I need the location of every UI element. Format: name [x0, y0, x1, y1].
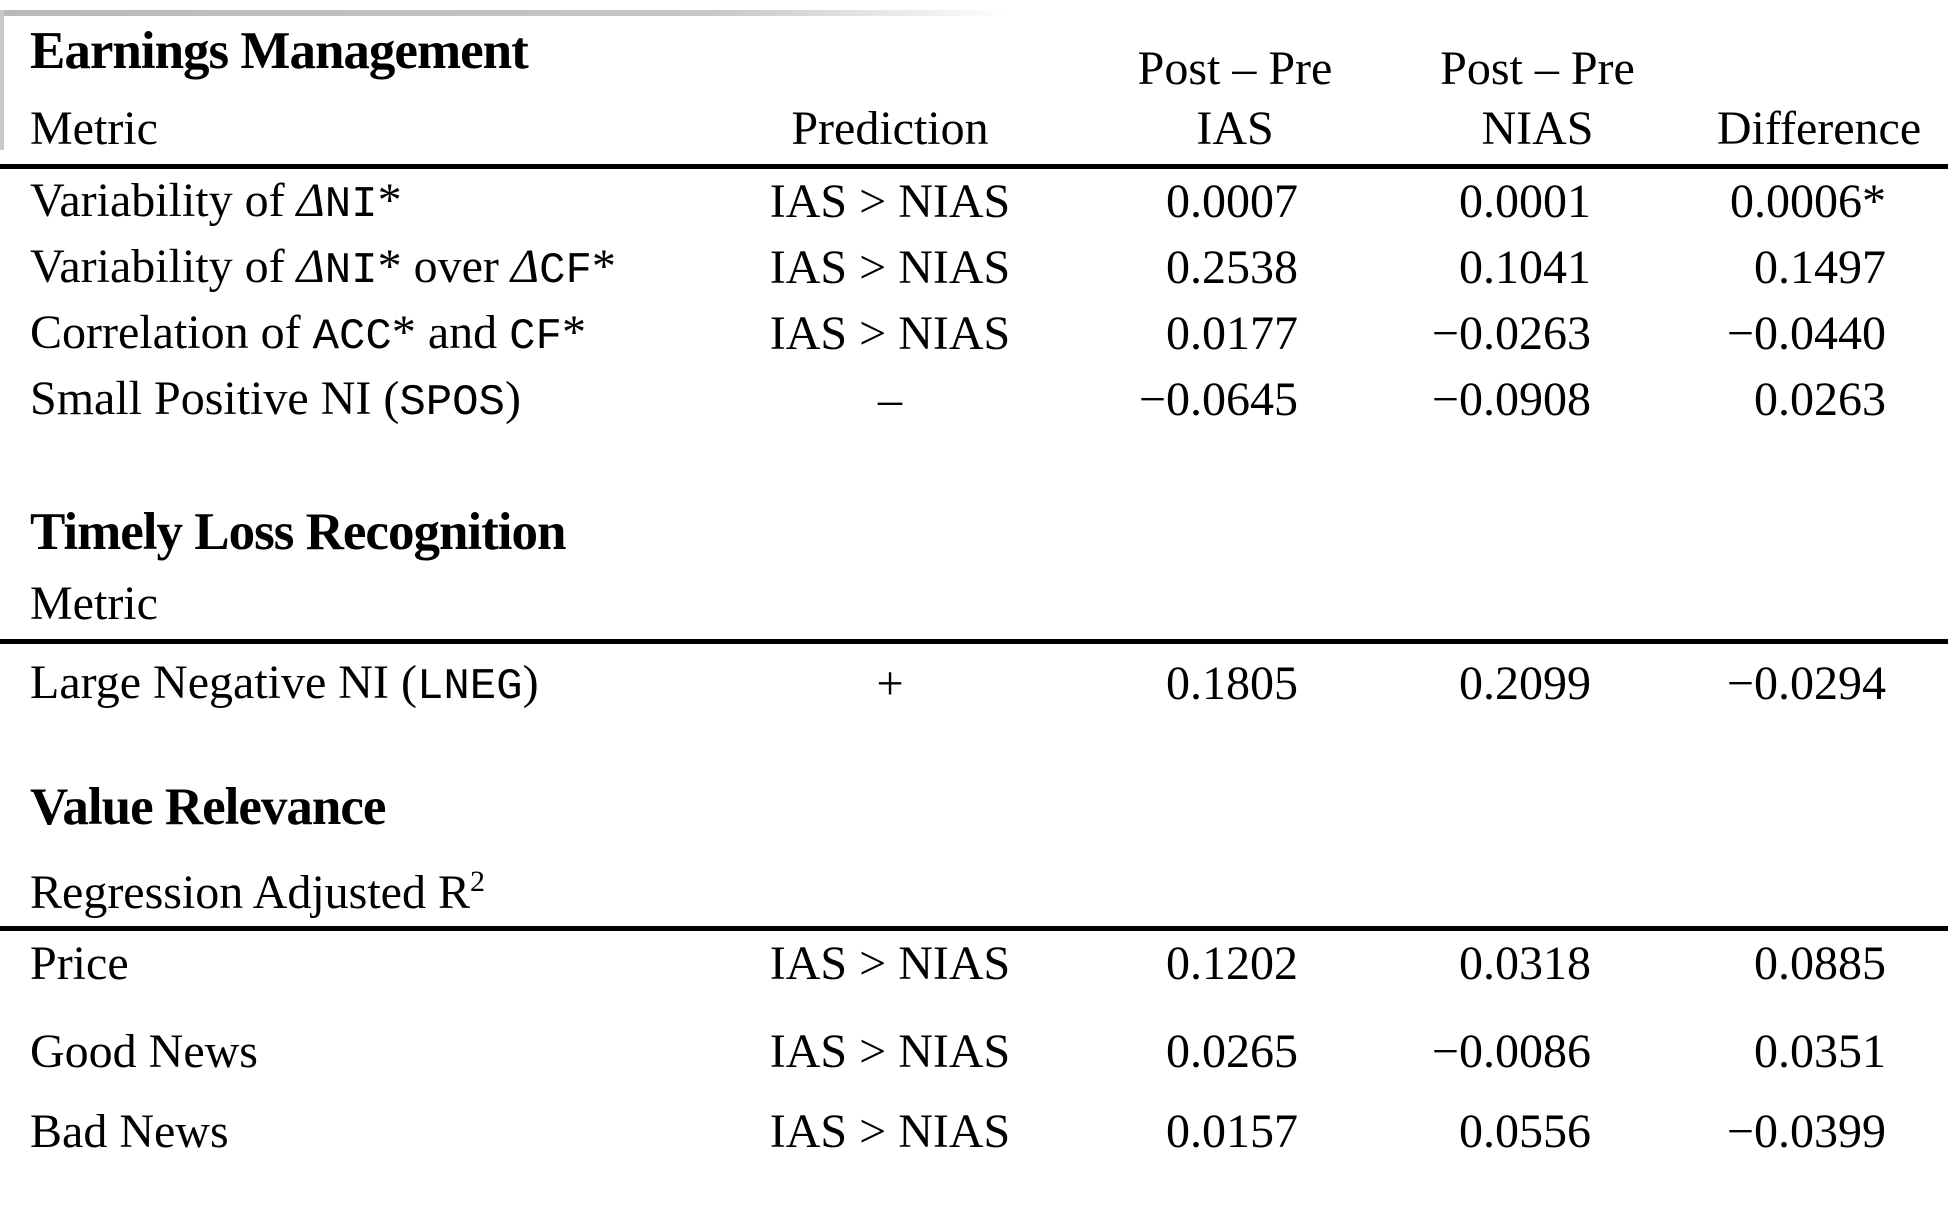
metric-cell: Variability of ΔNI* over ΔCF* [30, 239, 616, 296]
spacer-cell [1690, 842, 1948, 931]
header-band-1: Earnings Management Post – Pre Post – Pr… [0, 10, 1948, 96]
header-band-2: Metric Prediction IAS NIAS Difference [0, 96, 1948, 169]
header-prediction: Prediction [760, 96, 1085, 169]
ias-value-cell: 0.0265 [1166, 1024, 1298, 1078]
results-table: Earnings Management Post – Pre Post – Pr… [0, 10, 1948, 1169]
metric-cell: Large Negative NI (LNEG) [30, 655, 539, 712]
header-difference: Difference [1690, 96, 1948, 169]
nias-value-cell: −0.0086 [1431, 1024, 1591, 1078]
nias-value-cell: −0.0263 [1431, 306, 1591, 360]
difference-value-cell: −0.0294 [1726, 656, 1886, 710]
ias-value-cell: 0.2538 [1166, 240, 1298, 294]
ias-value-cell: 0.0157 [1166, 1104, 1298, 1158]
difference-value-cell: 0.0263 [1754, 372, 1886, 426]
header-post-pre-nias: Post – Pre [1440, 41, 1635, 95]
prediction-cell: IAS > NIAS [769, 1104, 1011, 1158]
prediction-cell: – [878, 372, 902, 426]
section-title-row: Value Relevance [0, 724, 1948, 842]
section-title-earnings-management: Earnings Management [30, 22, 529, 81]
spacer-cell [1690, 567, 1948, 644]
table-row-small-positive-ni: Small Positive NI (SPOS) – −0.0645 −0.09… [0, 367, 1948, 433]
table-row-variability-ni-over-cf: Variability of ΔNI* over ΔCF* IAS > NIAS… [0, 235, 1948, 301]
table-row-good-news: Good News IAS > NIAS 0.0265 −0.0086 0.03… [0, 997, 1948, 1095]
subhead-regression-adjusted-r2: Regression Adjusted R2 [0, 842, 760, 931]
nias-value-cell: 0.0556 [1459, 1104, 1591, 1158]
prediction-cell: IAS > NIAS [769, 306, 1011, 360]
metric-cell: Bad News [30, 1104, 229, 1158]
prediction-cell: IAS > NIAS [769, 936, 1011, 990]
nias-value-cell: 0.0318 [1459, 936, 1591, 990]
ias-value-cell: −0.0645 [1138, 372, 1298, 426]
nias-value-cell: 0.0001 [1459, 174, 1591, 228]
metric-cell: Price [30, 936, 129, 990]
difference-value-cell: −0.0440 [1726, 306, 1886, 360]
difference-value-cell: −0.0399 [1726, 1104, 1886, 1158]
section-title-timely-loss-recognition: Timely Loss Recognition [30, 503, 567, 562]
prediction-cell: IAS > NIAS [769, 174, 1011, 228]
difference-value-cell: 0.0006* [1730, 174, 1886, 228]
table-row-correlation-acc-cf: Correlation of ACC* and CF* IAS > NIAS 0… [0, 301, 1948, 367]
metric-cell: Good News [30, 1024, 258, 1078]
prediction-cell: IAS > NIAS [769, 240, 1011, 294]
spacer-cell [1085, 842, 1385, 931]
metric-cell: Correlation of ACC* and CF* [30, 305, 586, 362]
metric-cell: Small Positive NI (SPOS) [30, 371, 521, 428]
nias-value-cell: 0.1041 [1459, 240, 1591, 294]
header-post-pre-ias: Post – Pre [1137, 41, 1333, 95]
ias-value-cell: 0.1202 [1166, 936, 1298, 990]
metric-cell: Variability of ΔNI* [30, 173, 402, 230]
table-row-price: Price IAS > NIAS 0.1202 0.0318 0.0885 [0, 929, 1948, 998]
spacer-cell [1690, 10, 1948, 96]
spacer-cell [1385, 842, 1690, 931]
spacer-cell [760, 10, 1085, 96]
scan-artifact-left-edge [0, 10, 4, 150]
header-nias: NIAS [1385, 96, 1690, 169]
ias-value-cell: 0.0007 [1166, 174, 1298, 228]
section-title-value-relevance: Value Relevance [30, 778, 386, 837]
prediction-cell: + [876, 656, 904, 710]
difference-value-cell: 0.1497 [1754, 240, 1886, 294]
header-metric: Metric [0, 96, 760, 169]
spacer-cell [1085, 567, 1385, 644]
section-subhead-row: Regression Adjusted R2 [0, 842, 1948, 931]
spacer-cell [760, 842, 1085, 931]
subhead-metric: Metric [0, 567, 760, 644]
section-title-row: Timely Loss Recognition [0, 433, 1948, 567]
header-ias: IAS [1085, 96, 1385, 169]
nias-value-cell: 0.2099 [1459, 656, 1591, 710]
spacer-cell [760, 567, 1085, 644]
table-row-variability-ni: Variability of ΔNI* IAS > NIAS 0.0007 0.… [0, 167, 1948, 236]
ias-value-cell: 0.0177 [1166, 306, 1298, 360]
difference-value-cell: 0.0351 [1754, 1024, 1886, 1078]
scan-artifact-top-edge [0, 10, 1010, 16]
prediction-cell: IAS > NIAS [769, 1024, 1011, 1078]
scanned-paper-table-page: { "page": {"background": "#ffffff", "tex… [0, 10, 1948, 1208]
section-subhead-row: Metric [0, 567, 1948, 644]
difference-value-cell: 0.0885 [1754, 936, 1886, 990]
ias-value-cell: 0.1805 [1166, 656, 1298, 710]
table-row-bad-news: Bad News IAS > NIAS 0.0157 0.0556 −0.039… [0, 1095, 1948, 1169]
table-row-large-negative-ni: Large Negative NI (LNEG) + 0.1805 0.2099… [0, 642, 1948, 725]
nias-value-cell: −0.0908 [1431, 372, 1591, 426]
spacer-cell [1385, 567, 1690, 644]
